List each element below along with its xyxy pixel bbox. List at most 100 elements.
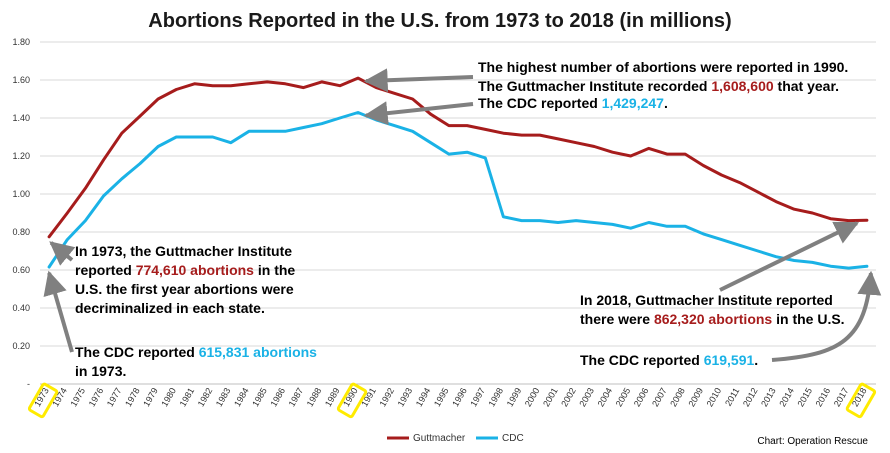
y-tick-label: 0.20 (12, 341, 30, 351)
x-tick-label: 1992 (377, 386, 396, 408)
x-tick-label: 1980 (159, 386, 178, 408)
y-tick-label: - (27, 379, 30, 389)
x-axis-ticks: 1973 1974 1975 1976 1977 1978 1979 1980 1981 1982… (27, 382, 877, 419)
x-tick-label: 1996 (450, 386, 469, 408)
annotation-arrow (771, 270, 882, 362)
y-tick-label: 1.80 (12, 37, 30, 47)
x-tick-label: 2002 (559, 386, 578, 408)
annotation-text: The Guttmacher Institute recorded (478, 78, 711, 94)
annotation-text: there were (580, 311, 654, 327)
annotation-line: The highest number of abortions were rep… (478, 59, 848, 75)
legend-label-cdc: CDC (502, 433, 524, 444)
annotation-arrow (363, 101, 474, 126)
x-tick-label: 1994 (414, 386, 433, 408)
annotation-line: there were 862,320 abortions in the U.S. (580, 311, 845, 327)
x-tick-label: 1986 (268, 386, 287, 408)
series-line-guttmacher (47, 76, 869, 239)
annotation-text: in the (254, 262, 295, 278)
x-tick-label: 1995 (432, 386, 451, 408)
annotation-text: in the U.S. (772, 311, 844, 327)
x-tick-label: 1985 (250, 386, 269, 408)
annotation-text: In 1973, the Guttmacher Institute (75, 243, 292, 259)
annotation-highlight: 615,831 abortions (199, 344, 317, 360)
y-tick-label: 1.40 (12, 113, 30, 123)
x-tick-label: 2008 (668, 386, 687, 408)
x-tick-label: 1979 (141, 386, 160, 408)
annotation-arrow (719, 221, 860, 292)
x-tick-highlight-box (336, 382, 368, 419)
x-tick-label: 2015 (795, 386, 814, 408)
x-tick-label: 1998 (486, 386, 505, 408)
annotation-text: that year. (774, 78, 839, 94)
annotation-highlight: 619,591 (704, 352, 755, 368)
x-tick-label: 2005 (614, 386, 633, 408)
annotation-line: decriminalized in each state. (75, 300, 265, 316)
annotation-highlight: 774,610 abortions (136, 262, 254, 278)
y-tick-label: 1.20 (12, 151, 30, 161)
x-tick-label: 1975 (68, 386, 87, 408)
x-tick-label: 2001 (541, 386, 560, 408)
annotation-line: The CDC reported 619,591. (580, 352, 758, 368)
x-tick-label: 1997 (468, 386, 487, 408)
annotation-highlight: 1,429,247 (602, 95, 664, 111)
y-tick-label: 1.60 (12, 75, 30, 85)
annotation-highlight: 1,608,600 (711, 78, 773, 94)
x-tick-label: 1978 (123, 386, 142, 408)
x-tick-label: 1988 (305, 386, 324, 408)
x-tick-label: 1993 (396, 386, 415, 408)
annotation-arrow (49, 241, 76, 266)
y-axis-ticks: - 0.20 0.40 0.60 0.80 1.00 1.20 1.40 1.60 1.80 (12, 37, 30, 389)
annotation-text: in 1973. (75, 363, 126, 379)
annotation-line: The Guttmacher Institute recorded 1,608,… (478, 78, 839, 94)
annotation-line: In 1973, the Guttmacher Institute (75, 243, 292, 259)
annotation-line: reported 774,610 abortions in the (75, 262, 295, 278)
x-tick-label: 1999 (505, 386, 524, 408)
x-tick-label: 2010 (705, 386, 724, 408)
gridlines (40, 41, 876, 385)
x-tick-label: 2009 (686, 386, 705, 408)
annotation-text: U.S. the first year abortions were (75, 281, 294, 297)
annotation-text: The CDC reported (580, 352, 704, 368)
annotation-arrow (43, 270, 74, 353)
x-tick-highlight-box (27, 382, 59, 419)
x-tick-label: 2014 (777, 386, 796, 408)
legend: Guttmacher CDC (387, 433, 524, 444)
chart-title: Abortions Reported in the U.S. from 1973… (148, 10, 731, 32)
x-tick-label: 2003 (577, 386, 596, 408)
annotation-line: in 1973. (75, 363, 126, 379)
x-tick-label: 2012 (741, 386, 760, 408)
annotation-line: In 2018, Guttmacher Institute reported (580, 292, 833, 308)
annotation-text: The highest number of abortions were rep… (478, 59, 848, 75)
annotation-line: The CDC reported 615,831 abortions (75, 344, 317, 360)
legend-label-guttmacher: Guttmacher (413, 433, 466, 444)
y-tick-label: 0.80 (12, 227, 30, 237)
x-tick-label: 1982 (196, 386, 215, 408)
y-tick-label: 1.00 (12, 189, 30, 199)
series-lines (47, 76, 869, 270)
annotation-line: U.S. the first year abortions were (75, 281, 294, 297)
x-tick-label: 2006 (632, 386, 651, 408)
annotation-text: The CDC reported (75, 344, 199, 360)
x-tick-label: 2007 (650, 386, 669, 408)
series-line-cdc (47, 111, 869, 270)
x-tick-label: 1976 (87, 386, 106, 408)
annotation-line: The CDC reported 1,429,247. (478, 95, 668, 111)
y-tick-label: 0.60 (12, 265, 30, 275)
x-tick-label: 2016 (814, 386, 833, 408)
x-tick-label: 2000 (523, 386, 542, 408)
x-tick-label: 1987 (287, 386, 306, 408)
x-tick-label: 2004 (596, 386, 615, 408)
x-tick-label: 1983 (214, 386, 233, 408)
highlight-box (845, 382, 877, 419)
annotation-arrows (43, 68, 882, 362)
highlight-box (27, 382, 59, 419)
annotation-text: . (664, 95, 668, 111)
annotation-highlight: 862,320 abortions (654, 311, 772, 327)
highlight-box (336, 382, 368, 419)
x-tick-label: 1977 (105, 386, 124, 408)
x-tick-label: 2013 (759, 386, 778, 408)
annotation-text: In 2018, Guttmacher Institute reported (580, 292, 833, 308)
annotation-text: decriminalized in each state. (75, 300, 265, 316)
x-tick-label: 2011 (723, 386, 741, 408)
